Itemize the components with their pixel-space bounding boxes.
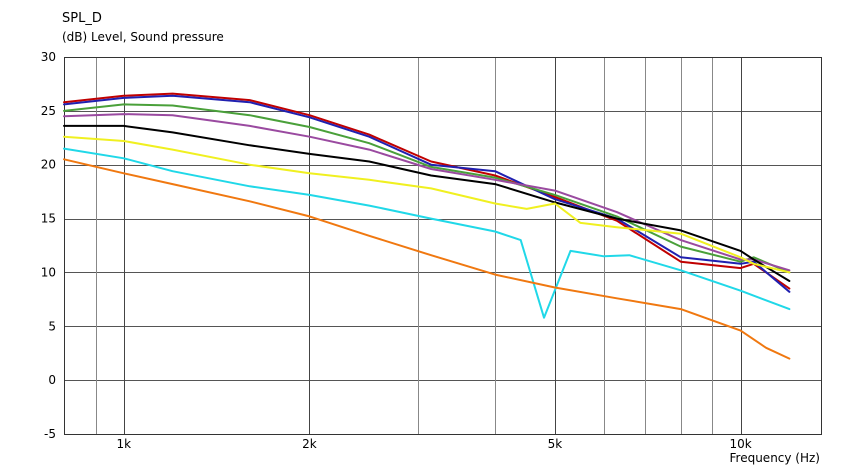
y-tick-label: 0 <box>48 373 56 387</box>
series-line-2 <box>63 94 791 293</box>
series-line-4 <box>63 113 791 272</box>
plot-frame <box>64 57 822 435</box>
y-tick-label: 20 <box>41 158 56 172</box>
series-line-7 <box>63 147 791 319</box>
series-line-3 <box>63 103 791 274</box>
series-line-8 <box>63 158 791 360</box>
y-tick-labels: 30 25 20 15 10 5 0 -5 <box>41 50 56 441</box>
y-tick-label: 25 <box>41 104 56 118</box>
y-tick-label: 10 <box>41 265 56 279</box>
x-tick-labels: 1k 2k 5k 10k <box>116 437 751 451</box>
x-axis-label: Frequency (Hz) <box>730 451 821 465</box>
series-line-5 <box>63 124 791 282</box>
y-tick-label: -5 <box>44 427 56 441</box>
plot-border <box>64 57 822 435</box>
y-tick-label: 15 <box>41 212 56 226</box>
x-tick-label: 1k <box>116 437 131 451</box>
grid <box>64 57 821 435</box>
series-group <box>63 92 791 360</box>
chart-title: SPL_D <box>62 11 102 26</box>
series-line-6 <box>63 135 791 274</box>
y-tick-label: 5 <box>48 319 56 333</box>
x-tick-label: 5k <box>548 437 563 451</box>
x-tick-label: 10k <box>729 437 751 451</box>
y-axis-label: (dB) Level, Sound pressure <box>62 30 224 44</box>
y-tick-label: 30 <box>41 50 56 64</box>
series-line-1 <box>63 92 791 290</box>
x-tick-label: 2k <box>302 437 317 451</box>
